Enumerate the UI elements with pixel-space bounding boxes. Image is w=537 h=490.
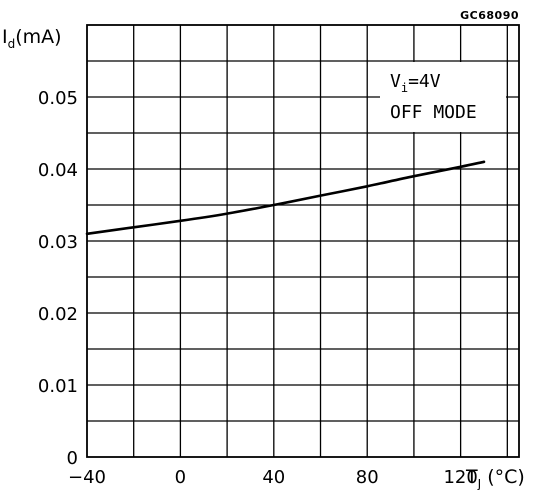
plot-frame bbox=[86, 24, 520, 458]
figure-code: GC68090 bbox=[460, 9, 519, 22]
y-tick-label: 0.03 bbox=[38, 232, 78, 253]
annotation-box bbox=[380, 62, 506, 132]
x-tick-label: 80 bbox=[356, 467, 379, 488]
y-tick-label: 0 bbox=[67, 448, 78, 469]
grid bbox=[87, 25, 519, 457]
y-axis-label: Id(mA) bbox=[2, 26, 62, 51]
x-tick-label: 120 bbox=[443, 467, 477, 488]
annotation-line-1: Vi=4V bbox=[390, 71, 441, 95]
y-tick-label: 0.01 bbox=[38, 376, 78, 397]
y-tick-label: 0.05 bbox=[38, 88, 78, 109]
y-tick-label: 0.04 bbox=[38, 160, 78, 181]
x-tick-label: 0 bbox=[175, 467, 186, 488]
y-tick-label: 0.02 bbox=[38, 304, 78, 325]
annotation-line-2: OFF MODE bbox=[390, 102, 477, 123]
x-tick-label: −40 bbox=[68, 467, 106, 488]
series-line bbox=[85, 160, 486, 236]
x-axis-label: TJ (°C) bbox=[465, 466, 525, 490]
x-tick-label: 40 bbox=[262, 467, 285, 488]
tick-labels: 00.010.020.030.040.05−40 0 40 80 120 bbox=[38, 88, 478, 488]
